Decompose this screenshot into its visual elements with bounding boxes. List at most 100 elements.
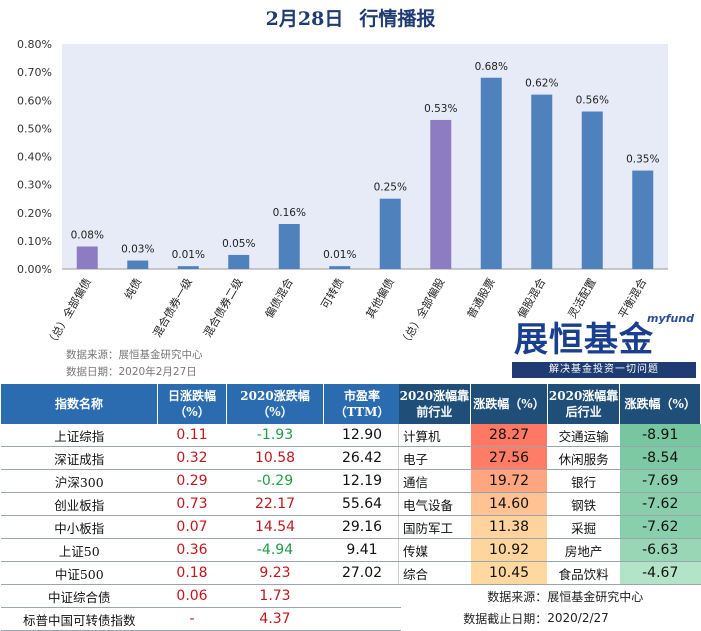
table-row: 标普中国可转债指数 -4.37	[1, 607, 401, 631]
table-row: 国防军工 11.38 采掘 -7.62	[397, 515, 701, 539]
data-label: 0.01%	[323, 249, 356, 261]
table-row: 沪深300 0.29 -0.29 12.19	[1, 469, 401, 493]
table-row: 计算机 28.27 交通运输 -8.91	[397, 424, 701, 447]
header-ytd-change: 2020涨跌幅（%）	[226, 384, 324, 424]
y-tick-label: 0.70%	[17, 66, 52, 79]
index-name-cell: 中小板指	[1, 515, 158, 539]
ytd-change-cell: 9.23	[226, 561, 324, 585]
pe-cell: 29.16	[323, 515, 401, 539]
day-change-cell: 0.07	[157, 515, 227, 539]
table-footer-source-label: 数据来源：	[487, 589, 548, 604]
bar	[379, 198, 401, 269]
day-change-cell: 0.32	[157, 446, 227, 470]
index-name-cell: 沪深300	[1, 469, 158, 493]
x-tick-label: 纯债	[121, 276, 144, 302]
x-tick-label: 混合债券一级	[150, 276, 195, 340]
pe-cell: 12.90	[323, 424, 401, 447]
top-industry-cell: 综合	[397, 561, 471, 585]
day-change-cell: -	[157, 607, 227, 631]
bar	[329, 266, 351, 269]
table-row: 上证综指 0.11 -1.93 12.90	[1, 424, 401, 447]
bar	[531, 94, 553, 269]
bottom-change-cell: -4.67	[619, 561, 701, 585]
bottom-change-cell: -8.54	[619, 446, 701, 470]
ytd-change-cell: 1.73	[226, 584, 324, 608]
day-change-cell: 0.73	[157, 492, 227, 516]
day-change-cell: 0.36	[157, 538, 227, 562]
bottom-change-cell: -6.63	[619, 538, 701, 562]
ytd-change-cell: 22.17	[226, 492, 324, 516]
table-row: 通信 19.72 银行 -7.69	[397, 469, 701, 493]
x-tick-label: 可转债	[318, 276, 347, 312]
logo-cn-text: 展恒基金	[514, 320, 654, 360]
ytd-change-cell: 10.58	[226, 446, 324, 470]
ytd-change-cell: 14.54	[226, 515, 324, 539]
day-change-cell: 0.06	[157, 584, 227, 608]
index-name-cell: 上证综指	[1, 424, 158, 447]
table-row: 中证500 0.18 9.23 27.02	[1, 561, 401, 585]
table-row: 电气设备 14.60 钢铁 -7.62	[397, 492, 701, 516]
ytd-change-cell: -0.29	[226, 469, 324, 493]
data-label: 0.35%	[626, 154, 659, 166]
x-tick-label: （总）全部偏债	[43, 276, 94, 345]
top-change-cell: 11.38	[470, 515, 548, 539]
brand-logo: myfund 展恒基金 解决基金投资一切问题	[512, 312, 698, 378]
y-tick-label: 0.50%	[17, 122, 52, 135]
table-row: 电子 27.56 休闲服务 -8.54	[397, 446, 701, 470]
header-day-change: 日涨跌幅（%）	[157, 384, 227, 424]
data-label: 0.56%	[576, 95, 609, 107]
day-change-cell: 0.11	[157, 424, 227, 447]
pe-cell: 55.64	[323, 492, 401, 516]
x-tick-label: （总）全部偏股	[397, 276, 448, 345]
table-row: 创业板指 0.73 22.17 55.64	[1, 492, 401, 516]
index-name-cell: 深证成指	[1, 446, 158, 470]
bar	[632, 170, 654, 269]
index-name-cell: 中证综合债	[1, 584, 158, 608]
industry-table: 2020涨幅靠前行业 涨跌幅（%） 2020涨幅靠后行业 涨跌幅（%） 计算机 2…	[397, 384, 701, 629]
table-row: 深证成指 0.32 10.58 26.42	[1, 446, 401, 470]
top-industry-cell: 通信	[397, 469, 471, 493]
top-change-cell: 27.56	[470, 446, 548, 470]
pe-cell	[323, 584, 401, 608]
bar	[228, 254, 250, 269]
bottom-industry-cell: 交通运输	[547, 424, 620, 447]
header-top-change: 涨跌幅（%）	[470, 384, 548, 424]
bar	[430, 119, 452, 269]
y-tick-label: 0.00%	[17, 263, 52, 276]
bottom-industry-cell: 银行	[547, 469, 620, 493]
index-name-cell: 标普中国可转债指数	[1, 607, 158, 631]
bar	[177, 266, 199, 269]
data-label: 0.53%	[424, 103, 457, 115]
bottom-change-cell: -8.91	[619, 424, 701, 447]
index-name-cell: 上证50	[1, 538, 158, 562]
x-tick-label: 普通股票	[464, 276, 498, 321]
data-label: 0.08%	[71, 230, 104, 242]
header-pe: 市盈率（TTM）	[323, 384, 401, 424]
data-label: 0.25%	[374, 182, 407, 194]
header-index-name: 指数名称	[1, 384, 158, 424]
data-label: 0.01%	[172, 249, 205, 261]
table-footer-date-value: 2020/2/27	[547, 611, 609, 625]
top-industry-cell: 电气设备	[397, 492, 471, 516]
bottom-industry-cell: 钢铁	[547, 492, 620, 516]
top-change-cell: 10.92	[470, 538, 548, 562]
ytd-change-cell: 4.37	[226, 607, 324, 631]
y-tick-label: 0.20%	[17, 207, 52, 220]
bottom-change-cell: -7.69	[619, 469, 701, 493]
table-footer-source-value: 展恒基金研究中心	[547, 589, 644, 604]
bottom-industry-cell: 房地产	[547, 538, 620, 562]
bottom-industry-cell: 食品饮料	[547, 561, 620, 585]
bottom-industry-cell: 采掘	[547, 515, 620, 539]
top-industry-cell: 传媒	[397, 538, 471, 562]
table-footer-date-label: 数据截止日期：	[463, 611, 548, 626]
day-change-cell: 0.29	[157, 469, 227, 493]
index-table: 指数名称 日涨跌幅（%） 2020涨跌幅（%） 市盈率（TTM） 上证综指 0.1…	[1, 384, 401, 631]
ytd-change-cell: -4.94	[226, 538, 324, 562]
y-tick-label: 0.10%	[17, 235, 52, 248]
x-tick-label: 其他偏债	[363, 276, 397, 321]
logo-slogan: 解决基金投资一切问题	[512, 362, 696, 378]
table-row: 综合 10.45 食品饮料 -4.67	[397, 561, 701, 585]
bar	[127, 260, 149, 269]
top-industry-cell: 国防军工	[397, 515, 471, 539]
y-tick-label: 0.30%	[17, 179, 52, 192]
